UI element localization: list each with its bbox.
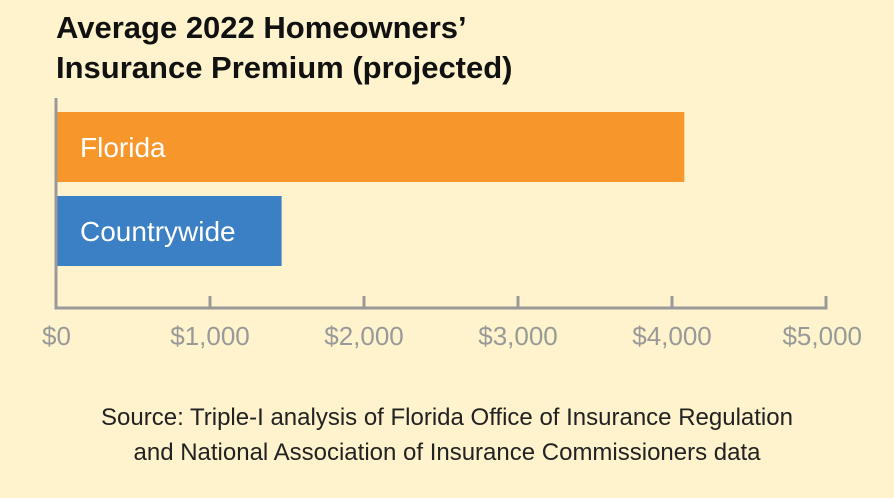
- x-tick-label: $1,000: [170, 321, 250, 351]
- bars-group: Florida Countrywide: [56, 112, 685, 266]
- chart-title: Average 2022 Homeowners’ Insurance Premi…: [56, 10, 513, 85]
- bar-countrywide: [56, 196, 282, 266]
- x-tick-label: $4,000: [632, 321, 712, 351]
- x-tick-label: $5,000: [782, 321, 862, 351]
- x-tick-label: $3,000: [478, 321, 558, 351]
- bar-label-countrywide: Countrywide: [80, 216, 236, 247]
- bar-florida: [56, 112, 685, 182]
- source-note: Source: Triple-I analysis of Florida Off…: [101, 404, 793, 466]
- x-axis: $0 $1,000 $2,000 $3,000 $4,000 $5,000: [42, 98, 862, 351]
- x-tick-label: $0: [42, 321, 71, 351]
- x-tick-label: $2,000: [324, 321, 404, 351]
- bar-label-florida: Florida: [80, 132, 166, 163]
